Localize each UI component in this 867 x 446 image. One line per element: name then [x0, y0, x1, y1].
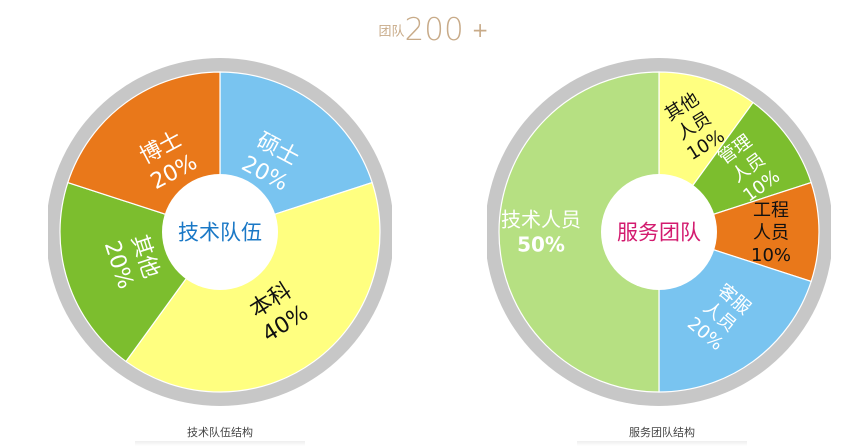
pie-slice-3 — [657, 181, 820, 283]
team-count: 200 — [404, 12, 464, 48]
team-header-label: 团队 — [378, 24, 405, 40]
pie-slice-name: 人员 — [753, 222, 789, 243]
service-team-caption: 服务团队结构 — [567, 424, 757, 446]
pie-slice-value: 50% — [517, 233, 565, 257]
pie-slice-name: 技术人员 — [501, 208, 581, 232]
pie-slice-2 — [125, 181, 381, 393]
team-header: 团队200 + — [0, 12, 867, 48]
pie-center-label: 服务团队 — [617, 221, 701, 245]
tech-team-caption: 技术队伍结构 — [125, 424, 315, 446]
pie-center-hole — [601, 174, 717, 290]
pie-center-hole — [162, 174, 278, 290]
pie-slice-5 — [498, 71, 660, 393]
pie-slice-value: 10% — [751, 245, 791, 266]
pie-center-label: 技术队伍 — [178, 221, 262, 245]
team-count-plus: + — [471, 18, 489, 42]
pie-slice-name: 工程 — [753, 200, 789, 221]
